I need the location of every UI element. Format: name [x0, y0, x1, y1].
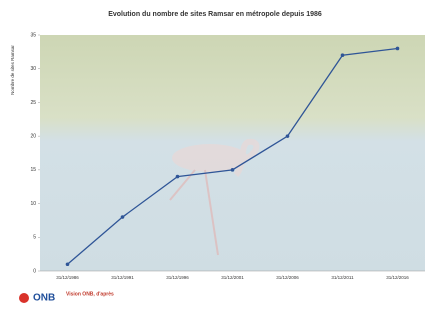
logo-mark [19, 293, 29, 303]
point [231, 168, 235, 172]
point [286, 134, 290, 138]
y-tick-label: 0 [33, 268, 36, 274]
y-tick-label: 25 [30, 100, 36, 106]
footer: ONB Vision ONB, d'après [19, 291, 114, 303]
y-tick-label: 5 [33, 235, 36, 241]
point [396, 47, 400, 51]
x-tick-label: 31/12/1996 [166, 275, 189, 280]
x-tick-label: 31/12/2016 [386, 275, 409, 280]
point [121, 215, 125, 219]
x-tick-label: 31/12/2006 [276, 275, 299, 280]
chart-title: Evolution du nombre de sites Ramsar en m… [108, 11, 322, 18]
y-tick-label: 15 [30, 167, 36, 173]
x-tick-label: 31/12/1991 [111, 275, 134, 280]
y-tick-label: 20 [30, 133, 36, 139]
point [176, 175, 180, 179]
point [341, 53, 345, 57]
x-tick-label: 31/12/2001 [221, 275, 244, 280]
y-tick-label: 30 [30, 66, 36, 72]
source: Vision ONB, d'après [66, 291, 114, 297]
point [66, 262, 70, 266]
x-tick-label: 31/12/2011 [331, 275, 354, 280]
x-tick-label: 31/12/1986 [56, 275, 79, 280]
y-tick-label: 10 [30, 201, 36, 207]
chart: Evolution du nombre de sites Ramsar en m… [0, 0, 431, 316]
logo-text: ONB [33, 293, 55, 304]
y-axis-label: Nombre de sites Ramsar [10, 45, 15, 95]
y-tick-label: 35 [30, 32, 36, 38]
